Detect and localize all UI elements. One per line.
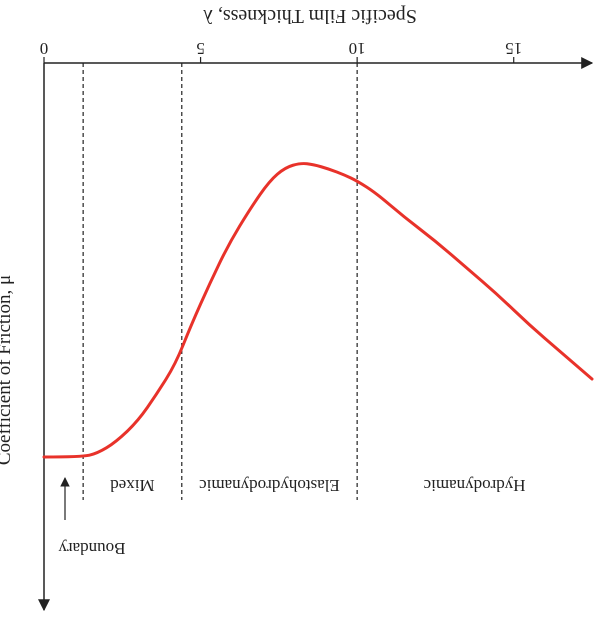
friction-curve-series bbox=[42, 162, 594, 459]
region-label-elastohydrodynamic: Elastohydrodynamic bbox=[199, 476, 340, 495]
x-tick-label: 10 bbox=[349, 39, 366, 58]
x-tick-label: 5 bbox=[196, 39, 205, 58]
x-tick-label: 0 bbox=[40, 39, 49, 58]
x-axis-title: Specific Film Thickness, λ bbox=[203, 5, 417, 27]
region-label-hydrodynamic: Hydrodynamic bbox=[423, 476, 525, 495]
y-axis-title: Coefficient of Friction, μ bbox=[0, 275, 15, 465]
x-tick-label: 15 bbox=[505, 39, 522, 58]
region-label-boundary: Boundary bbox=[58, 539, 126, 558]
region-label-mixed: Mixed bbox=[110, 476, 155, 495]
